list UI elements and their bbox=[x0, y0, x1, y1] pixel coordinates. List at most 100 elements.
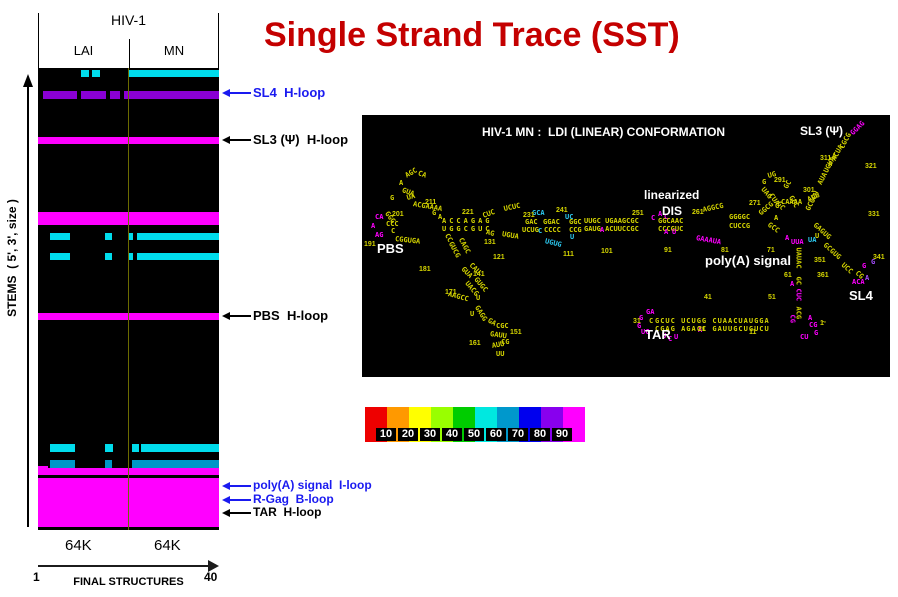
rna-sequence-run: UAUAC bbox=[794, 247, 803, 269]
rna-sequence-run: AG bbox=[375, 231, 384, 239]
rna-sequence-run: G bbox=[775, 202, 780, 210]
residue-number: 51 bbox=[768, 294, 776, 301]
residue-number: 131 bbox=[484, 239, 496, 246]
gel-band bbox=[105, 253, 112, 260]
rna-sequence-run: UGUA bbox=[501, 230, 520, 241]
x-axis-start: 1 bbox=[33, 570, 40, 584]
arrow-line bbox=[230, 499, 251, 501]
rna-sequence-run: UGGCGUC bbox=[442, 225, 493, 233]
annotation-arrow bbox=[222, 496, 251, 504]
rna-sequence-run: A bbox=[865, 274, 870, 282]
rna-sequence-run: A bbox=[808, 314, 813, 322]
arrow-line bbox=[230, 92, 251, 94]
colorbar-tick: 90 bbox=[552, 428, 572, 441]
residue-number: 291 bbox=[774, 177, 786, 184]
rna-sequence-run: G bbox=[432, 209, 437, 217]
rna-sequence-run: CA bbox=[375, 213, 384, 221]
residue-number: 301 bbox=[803, 187, 815, 194]
residue-number: 311 bbox=[820, 155, 832, 162]
rna-sequence-run: UC bbox=[565, 213, 574, 221]
residue-number: 171 bbox=[445, 289, 457, 296]
structure-label: linearized bbox=[644, 188, 700, 202]
annotation-label: poly(A) signal I-loop bbox=[253, 478, 372, 492]
rna-sequence-run: AUA bbox=[816, 171, 830, 187]
rna-sequence-run: AUU bbox=[491, 339, 506, 350]
structure-label: SL4 bbox=[849, 288, 873, 303]
arrow-line bbox=[230, 485, 251, 487]
residue-number: 11 bbox=[749, 329, 757, 336]
rna-sequence-run: GCC bbox=[786, 194, 801, 210]
annotation-label: PBS H-loop bbox=[253, 308, 329, 323]
rna-sequence-run: ACA bbox=[852, 278, 865, 286]
y-axis-arrow-line bbox=[27, 86, 29, 527]
residue-number: 231 bbox=[523, 212, 535, 219]
colorbar-tick: 50 bbox=[464, 428, 484, 441]
rna-sequence-run: G bbox=[390, 194, 395, 202]
rna-sequence-run: GAGG bbox=[473, 304, 489, 323]
arrow-head bbox=[222, 89, 230, 97]
annotation-label: TAR H-loop bbox=[253, 505, 322, 519]
rna-sequence-run: A bbox=[600, 226, 605, 234]
rna-sequence-run: CA bbox=[416, 169, 428, 180]
residue-number: 71 bbox=[767, 247, 775, 254]
residue-number: 251 bbox=[632, 210, 644, 217]
rna-sequence-run: UCC bbox=[839, 261, 855, 276]
arrow-line bbox=[230, 512, 251, 514]
rna-sequence-run: UUGC UGAAGCGC bbox=[584, 217, 639, 225]
rna-sequence-run: GCUC UCUGG CUAACUAUGGA bbox=[655, 317, 770, 325]
structure-label: SL3 (Ψ) bbox=[800, 124, 844, 138]
structure-label: poly(A) signal bbox=[705, 253, 791, 268]
rna-sequence-run: GAAAUA bbox=[695, 234, 722, 247]
residue-number: 351 bbox=[814, 257, 826, 264]
arrow-head bbox=[222, 496, 230, 504]
y-axis-arrow-head bbox=[23, 74, 33, 87]
residue-number: 101 bbox=[601, 248, 613, 255]
rna-sequence-run: AGC bbox=[403, 166, 419, 180]
residue-number: 261 bbox=[692, 209, 704, 216]
rna-sequence-run: G bbox=[814, 329, 819, 337]
residue-number: 1 bbox=[820, 320, 824, 327]
residue-number: 181 bbox=[419, 266, 431, 273]
rna-sequence-run: GGGGC bbox=[729, 213, 751, 221]
rna-sequence-run: CCCGUC bbox=[658, 225, 684, 233]
x-axis-label: FINAL STRUCTURES bbox=[73, 576, 184, 588]
rna-sequence-run: CG bbox=[501, 338, 510, 346]
residue-number: 121 bbox=[493, 254, 505, 261]
rna-sequence-run: G bbox=[862, 262, 867, 270]
residue-number: 191 bbox=[364, 241, 376, 248]
rna-sequence-run: GCC bbox=[765, 220, 781, 235]
rna-sequence-run: A bbox=[790, 280, 795, 288]
rna-sequence-run: GGC bbox=[569, 218, 582, 226]
rna-sequence-run: A bbox=[698, 326, 703, 334]
residue-number: 21 bbox=[698, 326, 706, 333]
lane-divider bbox=[128, 68, 129, 530]
rna-sequence-run: CG bbox=[788, 314, 797, 323]
colorbar-tick: 20 bbox=[398, 428, 418, 441]
residue-number: 361 bbox=[817, 272, 829, 279]
lane-label-lai: LAI bbox=[73, 43, 94, 58]
residue-number: 331 bbox=[868, 211, 880, 218]
annotation-arrow bbox=[222, 312, 251, 320]
arrow-head bbox=[222, 509, 230, 517]
gel-header-line-right bbox=[218, 13, 219, 68]
annotation-arrow bbox=[222, 136, 251, 144]
annotation-arrow bbox=[222, 89, 251, 97]
rna-sequence-run: CG bbox=[809, 321, 818, 329]
rna-sequence-run: UCUC bbox=[503, 201, 522, 213]
rna-sequence-run: GGAC bbox=[543, 218, 560, 226]
rna-sequence-run: ACCAGAG bbox=[442, 217, 493, 225]
rna-sequence-run: CCG bbox=[569, 226, 582, 234]
lane-size-left: 64K bbox=[65, 537, 92, 554]
rna-sequence-run: UUA bbox=[791, 238, 804, 246]
rna-sequence-run: G bbox=[762, 178, 767, 186]
gel-band bbox=[50, 253, 70, 260]
gel-header-line-mid bbox=[129, 39, 130, 68]
residue-number: 61 bbox=[784, 272, 792, 279]
structure-label: TAR bbox=[645, 327, 671, 342]
rna-sequence-run: GCA bbox=[532, 209, 545, 217]
rna-sequence-run: A bbox=[785, 234, 790, 242]
structure-label: HIV-1 MN : LDI (LINEAR) CONFORMATION bbox=[482, 125, 726, 139]
gel-band bbox=[105, 444, 113, 452]
residue-number: 271 bbox=[749, 200, 761, 207]
rna-sequence-run: A bbox=[664, 228, 669, 236]
